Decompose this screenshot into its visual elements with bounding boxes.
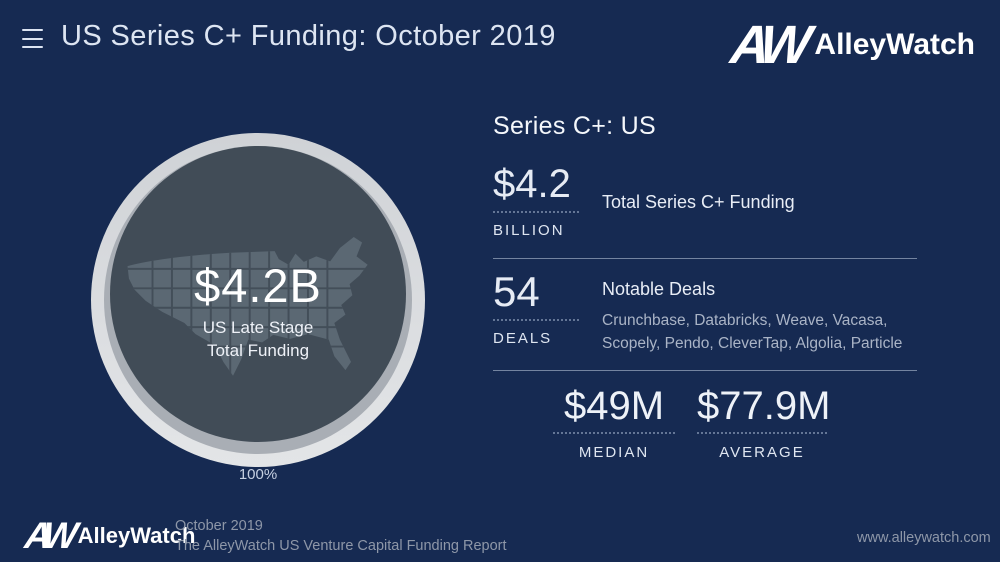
dotted-rule	[697, 432, 827, 434]
stat-value: 54	[493, 268, 540, 315]
dotted-rule	[493, 319, 579, 321]
stat-value: $77.9M	[697, 384, 831, 428]
stat-unit: BILLION	[493, 222, 565, 239]
alleywatch-logo-text: AlleyWatch	[814, 28, 975, 61]
divider	[493, 370, 917, 371]
badge-subtitle-line2: Total Funding	[206, 341, 310, 360]
stat-label: MEDIAN	[578, 444, 650, 461]
alleywatch-logo-text: AlleyWatch	[77, 522, 196, 548]
divider	[493, 258, 917, 259]
alleywatch-logo-icon: AW	[22, 515, 73, 556]
badge-subtitle-line1: US Late Stage	[202, 318, 314, 337]
badge-subtitle: US Late Stage Total Funding	[110, 316, 406, 362]
badge-inner-circle: $4.2B US Late Stage Total Funding	[110, 146, 406, 442]
badge-total-funding: $4.2B	[194, 259, 322, 312]
stat-label: AVERAGE	[719, 444, 805, 461]
stat-value: $49M	[563, 384, 665, 428]
stat-average: $77.9M AVERAGE	[697, 384, 831, 461]
footer-date: October 2019	[175, 518, 263, 534]
page-title: US Series C+ Funding: October 2019	[61, 20, 556, 52]
stat-value: $4.2	[493, 162, 571, 206]
footer-report-info: October 2019 The AlleyWatch US Venture C…	[175, 516, 507, 556]
footer-website-link[interactable]: www.alleywatch.com	[857, 530, 991, 546]
notable-deals-title: Notable Deals	[602, 279, 716, 299]
dotted-rule	[493, 211, 579, 213]
panel-title: Series C+: US	[493, 112, 656, 140]
stat-total-funding: $4.2 BILLION	[493, 162, 605, 239]
stat-median: $49M MEDIAN	[553, 384, 675, 461]
alleywatch-logo-icon: AW	[728, 15, 808, 75]
alleywatch-footer-logo: AW AlleyWatch	[22, 515, 196, 556]
menu-bar	[22, 29, 43, 31]
stat-unit: DEALS	[493, 330, 553, 347]
menu-icon[interactable]	[22, 29, 43, 48]
footer-report-title: The AlleyWatch US Venture Capital Fundin…	[175, 538, 507, 554]
dotted-rule	[553, 432, 675, 434]
badge-percent-label: 100%	[238, 466, 278, 483]
us-map-icon	[127, 236, 368, 376]
stat-description: Total Series C+ Funding	[602, 192, 795, 212]
menu-bar	[22, 46, 43, 48]
alleywatch-logo: AW AlleyWatch	[728, 15, 975, 75]
notable-deals-list: Crunchbase, Databricks, Weave, Vacasa, S…	[602, 312, 903, 352]
stat-deals: 54 DEALS	[493, 270, 605, 347]
menu-bar	[22, 37, 43, 40]
funding-badge: $4.2B US Late Stage Total Funding	[91, 133, 425, 467]
stats-panel: Series C+: US $4.2 BILLION Total Series …	[493, 112, 918, 492]
